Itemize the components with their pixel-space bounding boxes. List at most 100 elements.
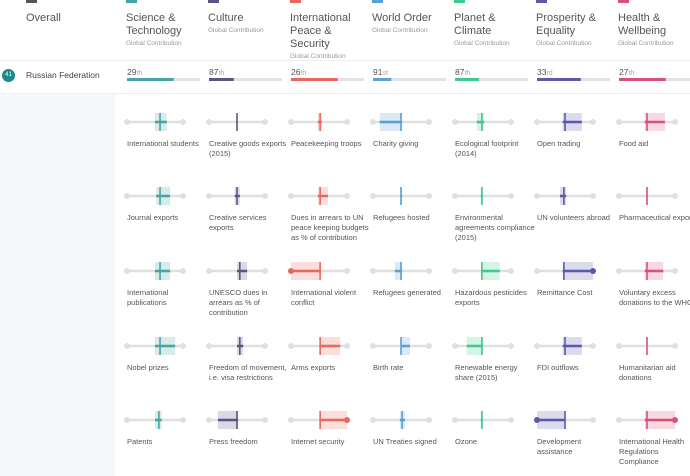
slider-end [344, 417, 350, 423]
category-header: Culture Global Contribution [208, 0, 286, 34]
indicator-label: Development assistance [537, 437, 582, 456]
country-name[interactable]: Russian Federation [26, 70, 100, 80]
rank-bar [455, 78, 480, 81]
indicator-label: Ecological footprint (2014) [455, 139, 519, 158]
header-subtitle: Global Contribution [618, 40, 674, 47]
header-swatch [290, 0, 301, 3]
slider-end [288, 268, 294, 274]
rank-suffix: st [382, 70, 388, 77]
slider-end [426, 343, 432, 349]
indicator-label: Peacekeeping troops [291, 139, 362, 148]
slider-end [180, 119, 186, 125]
slider-end [288, 343, 294, 349]
indicator-label: Open trading [537, 139, 581, 148]
slider-end [344, 193, 350, 199]
category-header: Science & Technology Global Contribution [126, 0, 204, 47]
left-panel [0, 92, 115, 476]
indicator-label: Renewable energy share (2015) [455, 363, 518, 382]
header-swatch [618, 0, 629, 3]
indicator-label: UN Treaties signed [373, 437, 437, 446]
slider-end [426, 268, 432, 274]
slider-end [672, 343, 678, 349]
indicator-label: Internet security [291, 437, 345, 446]
rank-suffix: rd [546, 70, 553, 77]
indicator-label: International students [127, 139, 199, 148]
slider-end [344, 268, 350, 274]
header-swatch [372, 0, 383, 3]
indicator-label: Arms exports [291, 363, 336, 372]
slider-end [124, 193, 130, 199]
slider-end [370, 268, 376, 274]
indicator-label: Ozone [455, 437, 478, 446]
indicator-label: Charity giving [373, 139, 419, 148]
slider-end [180, 268, 186, 274]
rank-bar [373, 78, 392, 81]
slider-end [590, 268, 596, 274]
slider-end [288, 417, 294, 423]
slider-end [344, 343, 350, 349]
slider-end [534, 417, 540, 423]
slider-end [590, 119, 596, 125]
indicator-label: Patents [127, 437, 153, 446]
country-row[interactable] [0, 60, 690, 94]
slider-end [262, 268, 268, 274]
header-subtitle: Global Contribution [208, 27, 264, 34]
slider-end [124, 268, 130, 274]
header-swatch [536, 0, 547, 3]
rank: 87th [209, 67, 224, 77]
indicator-label: International publications [127, 288, 169, 307]
slider-end [616, 193, 622, 199]
header-title: International Peace & Security [290, 12, 351, 50]
slider-end [590, 343, 596, 349]
slider-end [508, 268, 514, 274]
slider-end [672, 417, 678, 423]
category-header: Prosperity & Equality Global Contribution [536, 0, 614, 47]
slider-end [180, 193, 186, 199]
header-title: Prosperity & Equality [536, 12, 596, 37]
slider-end [288, 119, 294, 125]
header-subtitle: Global Contribution [126, 40, 182, 47]
rank: 27th [619, 67, 634, 77]
category-header: Planet & Climate Global Contribution [454, 0, 532, 47]
slider-end [590, 417, 596, 423]
rank: 33rd [537, 67, 553, 77]
rank-bar [619, 78, 666, 81]
rank-bar [291, 78, 338, 81]
header-subtitle: Global Contribution [290, 53, 346, 60]
indicator-label: Creative goods exports (2015) [209, 139, 287, 158]
slider-end [590, 193, 596, 199]
slider-end [616, 417, 622, 423]
slider-end [508, 119, 514, 125]
indicator-label: Journal exports [127, 213, 179, 222]
slider-end [508, 193, 514, 199]
indicator-label: Creative services exports [209, 213, 267, 232]
rank: 26th [291, 67, 306, 77]
header-title: Culture [208, 12, 244, 24]
slider-end [370, 193, 376, 199]
rank-suffix: th [464, 70, 471, 77]
slider-end [262, 417, 268, 423]
indicator-label: Food aid [619, 139, 649, 148]
slider-end [452, 119, 458, 125]
indicator-label: International Health Regulations Complia… [619, 437, 685, 466]
rank: 29th [127, 67, 142, 77]
indicator-label: Freedom of movement, i.e. visa restricti… [209, 363, 287, 382]
slider-end [124, 119, 130, 125]
slider-end [616, 268, 622, 274]
indicator-label: Nobel prizes [127, 363, 169, 372]
slider-end [370, 417, 376, 423]
indicator-label: FDI outflows [537, 363, 579, 372]
indicator-label: UNESCO dues in arrears as % of contribut… [209, 288, 268, 317]
slider-end [452, 268, 458, 274]
slider-end [672, 193, 678, 199]
rank-bar [537, 78, 581, 81]
header-title: Overall [26, 12, 61, 24]
slider-end [534, 193, 540, 199]
slider-end [426, 193, 432, 199]
slider-end [124, 343, 130, 349]
indicator-label: Dues in arrears to UN peace keeping budg… [291, 213, 369, 242]
header-swatch [454, 0, 465, 3]
slider-end [370, 343, 376, 349]
rank-track [455, 78, 528, 81]
